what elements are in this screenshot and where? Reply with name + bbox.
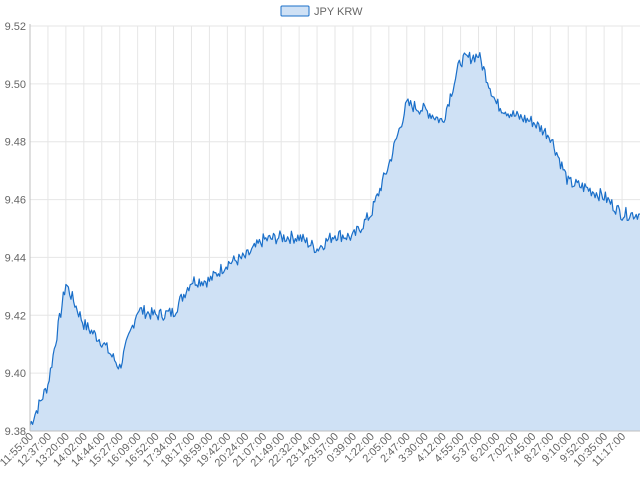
- y-tick-label: 9.50: [5, 79, 26, 91]
- axes: [29, 24, 640, 432]
- y-tick-label: 9.42: [5, 310, 26, 322]
- x-axis-ticks: 11:55:0012:37:0013:20:0014:02:0014:44:00…: [0, 431, 628, 470]
- y-tick-label: 9.38: [5, 426, 26, 438]
- series-area-fill-jpy-krw: [30, 52, 640, 432]
- y-axis-ticks: 9.38 9.40 9.42 9.44 9.46 9.48 9.50 9.52: [5, 21, 26, 438]
- y-tick-label: 9.46: [5, 195, 26, 207]
- y-tick-label: 9.48: [5, 137, 26, 149]
- legend-swatch-jpy-krw[interactable]: [280, 5, 310, 17]
- legend-label-jpy-krw[interactable]: JPY KRW: [314, 6, 363, 18]
- y-tick-label: 9.52: [5, 21, 26, 33]
- legend[interactable]: JPY KRW: [280, 5, 363, 18]
- y-tick-label: 9.40: [5, 368, 26, 380]
- series-line-jpy-krw: [29, 51, 640, 426]
- y-tick-label: 9.44: [5, 252, 26, 264]
- series-area-layer: [29, 51, 640, 432]
